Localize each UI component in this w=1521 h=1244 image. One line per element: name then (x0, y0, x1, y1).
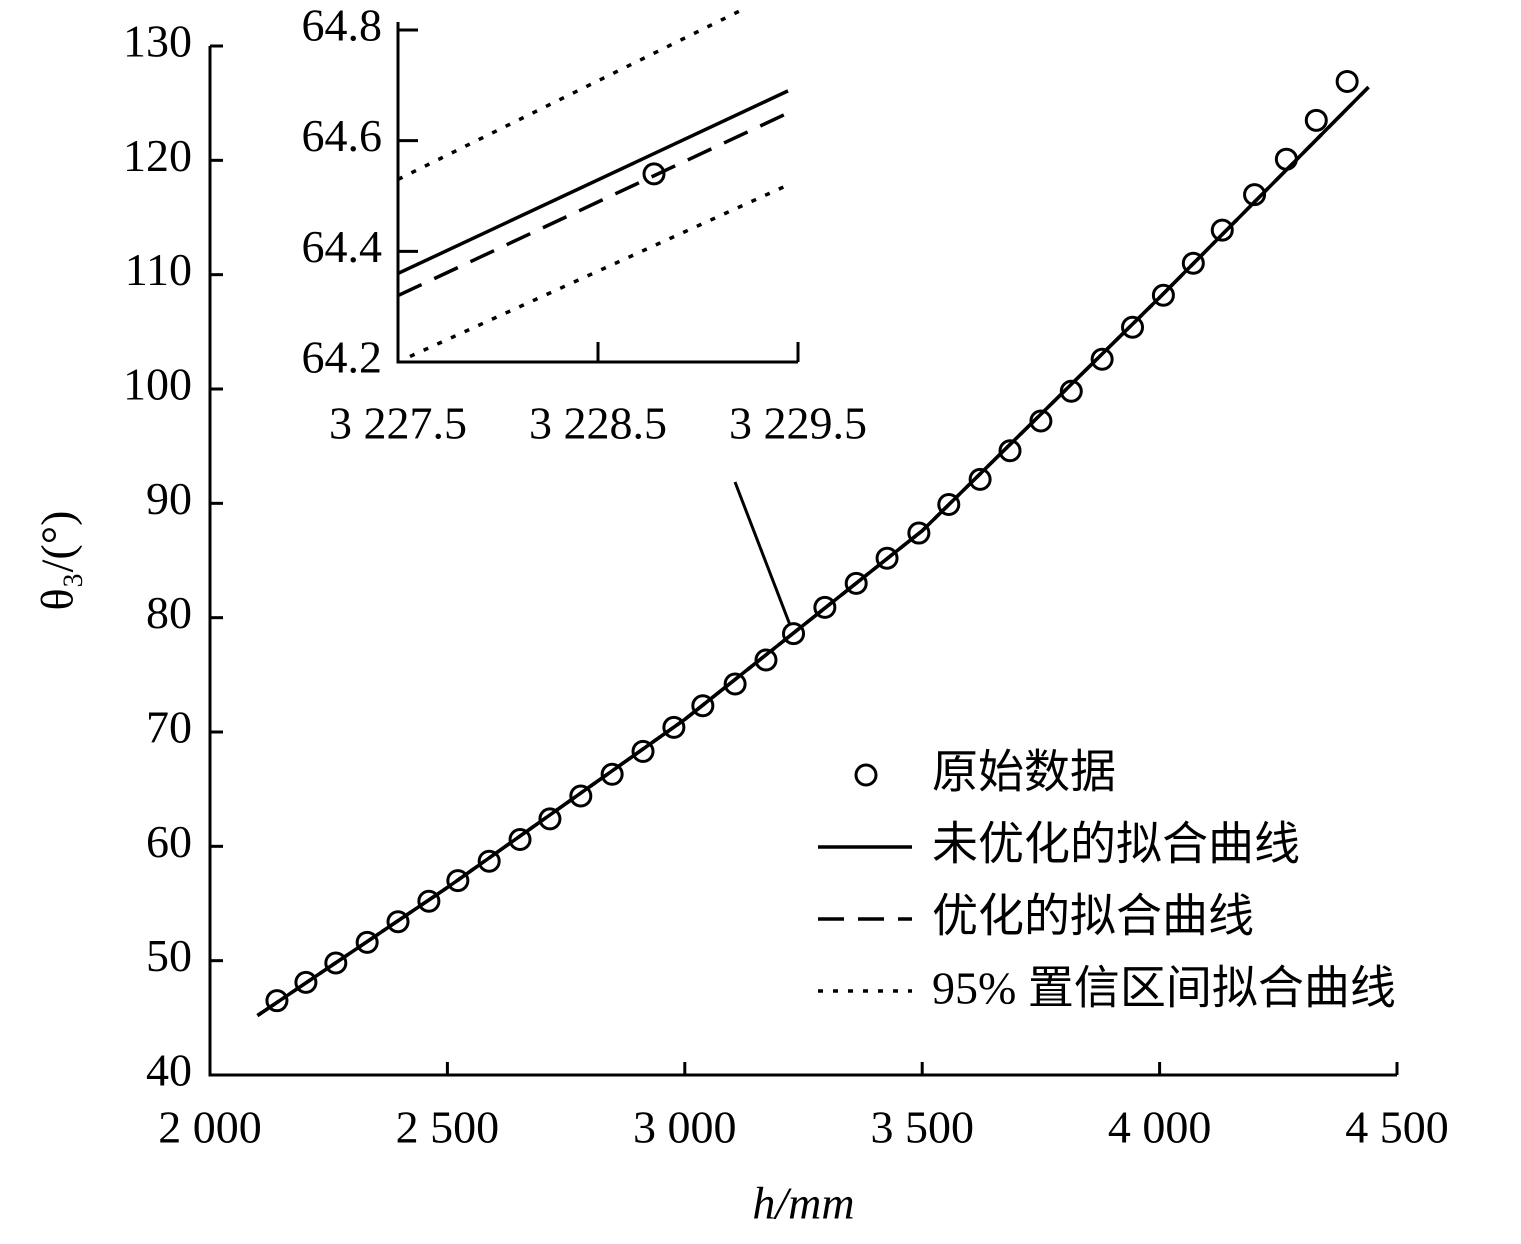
data-point (1151, 283, 1175, 307)
y-tick-label: 130 (123, 16, 192, 67)
data-point (813, 595, 837, 619)
data-point (265, 989, 289, 1013)
y-tick-label: 90 (146, 473, 192, 524)
y-tick-label: 60 (146, 816, 192, 867)
axis-line (396, 22, 798, 364)
data-point (1304, 108, 1328, 132)
y-tick-label: 80 (146, 587, 192, 638)
x-axis-label: h/mm (752, 1178, 854, 1229)
x-tick-label: 2 000 (158, 1102, 262, 1153)
y-tick-label: 64.8 (302, 0, 383, 51)
fit-line (397, 111, 789, 298)
data-point (754, 648, 778, 672)
y-tick-label: 100 (123, 359, 192, 410)
fit-line (256, 85, 1370, 1018)
data-point (386, 910, 410, 934)
data-point (477, 849, 501, 873)
fit-line (397, 6, 747, 181)
legend-label: 未优化的拟合曲线 (932, 819, 1300, 870)
y-tick-label: 70 (146, 702, 192, 753)
legend-label: 优化的拟合曲线 (932, 891, 1254, 942)
y-tick-label: 120 (123, 130, 192, 181)
data-point (642, 162, 666, 186)
data-point (569, 784, 593, 808)
legend-label: 原始数据 (932, 747, 1116, 798)
fit-line (256, 85, 1370, 1018)
data-point (1181, 251, 1205, 275)
data-point (1274, 147, 1298, 171)
data-point (600, 762, 624, 786)
data-point (723, 672, 747, 696)
x-tick-label: 3 500 (870, 1102, 974, 1153)
x-tick-label: 3 229.5 (729, 398, 867, 449)
data-point (662, 715, 686, 739)
y-tick-label: 64.4 (302, 221, 383, 272)
data-point (844, 571, 868, 595)
data-point (937, 492, 961, 516)
y-tick-label: 64.6 (302, 110, 383, 161)
x-tick-label: 3 227.5 (329, 398, 467, 449)
x-tick-label: 4 500 (1345, 1102, 1449, 1153)
data-point (968, 467, 992, 491)
data-point (1243, 183, 1267, 207)
y-tick-label: 110 (125, 244, 192, 295)
data-point (875, 546, 899, 570)
data-point (1090, 347, 1114, 371)
y-tick-label: 50 (146, 930, 192, 981)
data-point (355, 930, 379, 954)
data-point (294, 970, 318, 994)
data-point (691, 694, 715, 718)
legend-marker (854, 763, 878, 787)
data-point (1335, 69, 1359, 93)
data-point (446, 869, 470, 893)
fit-line (256, 85, 1370, 1018)
data-point (1121, 315, 1145, 339)
x-tick-label: 2 500 (396, 1102, 500, 1153)
zoom-pointer (733, 481, 792, 626)
data-point (998, 439, 1022, 463)
data-point (1210, 218, 1234, 242)
y-tick-label: 40 (146, 1045, 192, 1096)
data-point (907, 521, 931, 545)
fit-line (409, 183, 789, 359)
data-point (324, 951, 348, 975)
x-tick-label: 3 228.5 (529, 398, 667, 449)
fit-line (397, 89, 789, 276)
x-tick-label: 3 000 (633, 1102, 737, 1153)
data-point (417, 889, 441, 913)
data-point (631, 739, 655, 763)
x-tick-label: 4 000 (1108, 1102, 1212, 1153)
y-tick-label: 64.2 (302, 332, 383, 383)
y-axis-label: θ₃/(°) (32, 511, 83, 611)
data-point (782, 622, 806, 646)
data-point (1059, 379, 1083, 403)
legend-label: 95% 置信区间拟合曲线 (932, 963, 1396, 1014)
data-point (1029, 409, 1053, 433)
data-point (538, 807, 562, 831)
data-point (508, 827, 532, 851)
